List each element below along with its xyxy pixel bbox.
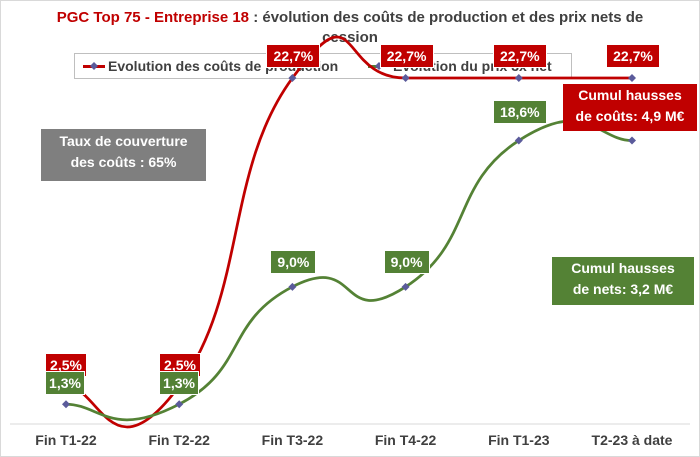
chart-title: PGC Top 75 - Entreprise 18 : évolution d… — [40, 8, 660, 48]
legend-marker-costs — [90, 62, 98, 70]
cumul-costs-line1: Cumul hausses — [578, 87, 682, 103]
x-tick-label: Fin T1-23 — [488, 432, 550, 448]
data-label: 1,3% — [159, 371, 199, 396]
title-company: PGC Top 75 - Entreprise 18 — [56, 9, 250, 26]
cumul-nets-line2: de nets: 3,2 M€ — [572, 281, 674, 297]
data-point — [175, 400, 184, 409]
series-line-nets — [65, 119, 633, 422]
data-label: 9,0% — [270, 249, 317, 274]
data-point — [401, 282, 410, 291]
x-tick-label: Fin T2-22 — [148, 432, 210, 448]
x-tick-label: Fin T4-22 — [374, 432, 437, 448]
data-point — [288, 74, 297, 83]
data-label: 22,7% — [492, 44, 547, 69]
coverage-line1: Taux de couverture — [59, 133, 188, 149]
data-point — [288, 282, 297, 291]
data-point — [628, 136, 636, 145]
cumul-nets-box: Cumul hausses de nets: 3,2 M€ — [552, 257, 694, 305]
cumul-nets-line1: Cumul hausses — [571, 260, 675, 276]
title-text: : évolution des coûts de production et d… — [249, 9, 644, 46]
cumul-costs-line2: de coûts: 4,9 M€ — [575, 108, 685, 124]
x-tick-label: Fin T1-22 — [35, 432, 97, 448]
data-point — [514, 136, 523, 145]
data-point — [628, 74, 636, 83]
x-tick-label: T2-23 à date — [591, 432, 673, 448]
data-point — [514, 74, 523, 83]
data-label: 22,7% — [266, 44, 321, 69]
data-point — [401, 74, 410, 83]
data-label: 22,7% — [379, 44, 434, 69]
coverage-box: Taux de couverture des coûts : 65% — [41, 129, 206, 181]
x-tick-label: Fin T3-22 — [261, 432, 324, 448]
cumul-costs-box: Cumul hausses de coûts: 4,9 M€ — [563, 84, 697, 131]
data-label: 9,0% — [383, 249, 430, 274]
coverage-line2: des coûts : 65% — [70, 154, 177, 170]
data-label: 22,7% — [606, 44, 660, 69]
series-line-costs — [65, 35, 632, 429]
data-label: 1,3% — [45, 371, 85, 396]
data-label: 18,6% — [492, 99, 547, 124]
data-point — [62, 400, 70, 409]
